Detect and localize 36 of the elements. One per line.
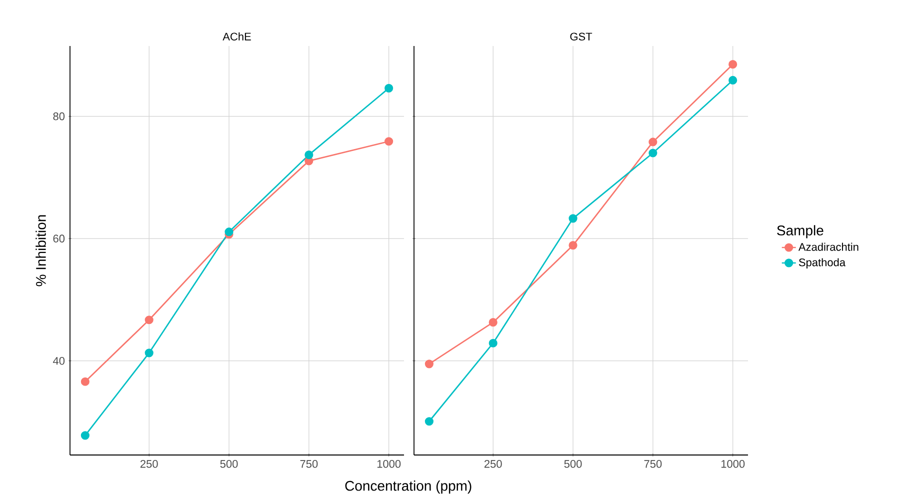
- x-tick-label: 1000: [377, 460, 401, 468]
- legend-label: Azadirachtin: [798, 242, 858, 251]
- y-tick-label: 60: [53, 234, 65, 242]
- x-axis-title: Concentration (ppm): [345, 480, 472, 494]
- y-axis-title: % Inhibition: [36, 215, 46, 286]
- point: [144, 316, 154, 324]
- point: [304, 150, 314, 160]
- point: [144, 348, 154, 358]
- legend-title: Sample: [777, 225, 824, 238]
- point: [80, 377, 90, 386]
- x-tick-label: 750: [300, 460, 318, 468]
- point: [648, 148, 658, 158]
- point: [384, 84, 394, 92]
- x-tick-label: 500: [564, 460, 582, 468]
- legend-label: Spathoda: [798, 258, 846, 268]
- point: [224, 228, 234, 236]
- point: [424, 417, 434, 426]
- x-tick-label: 500: [220, 460, 238, 468]
- point: [728, 60, 738, 69]
- point: [80, 431, 90, 440]
- point: [728, 76, 738, 85]
- x-tick-label: 1000: [721, 460, 745, 468]
- point: [488, 318, 498, 327]
- point: [384, 137, 394, 146]
- point: [568, 241, 578, 250]
- point: [568, 214, 578, 223]
- chart-title: AChE: [222, 32, 251, 41]
- y-tick-label: 80: [53, 112, 65, 120]
- x-tick-label: 250: [140, 460, 158, 468]
- x-tick-label: 250: [484, 460, 502, 468]
- point: [488, 338, 498, 348]
- point: [424, 360, 434, 368]
- x-tick-label: 750: [644, 460, 662, 468]
- chart-title: GST: [570, 32, 592, 40]
- y-tick-label: 40: [53, 356, 65, 365]
- point: [648, 138, 658, 146]
